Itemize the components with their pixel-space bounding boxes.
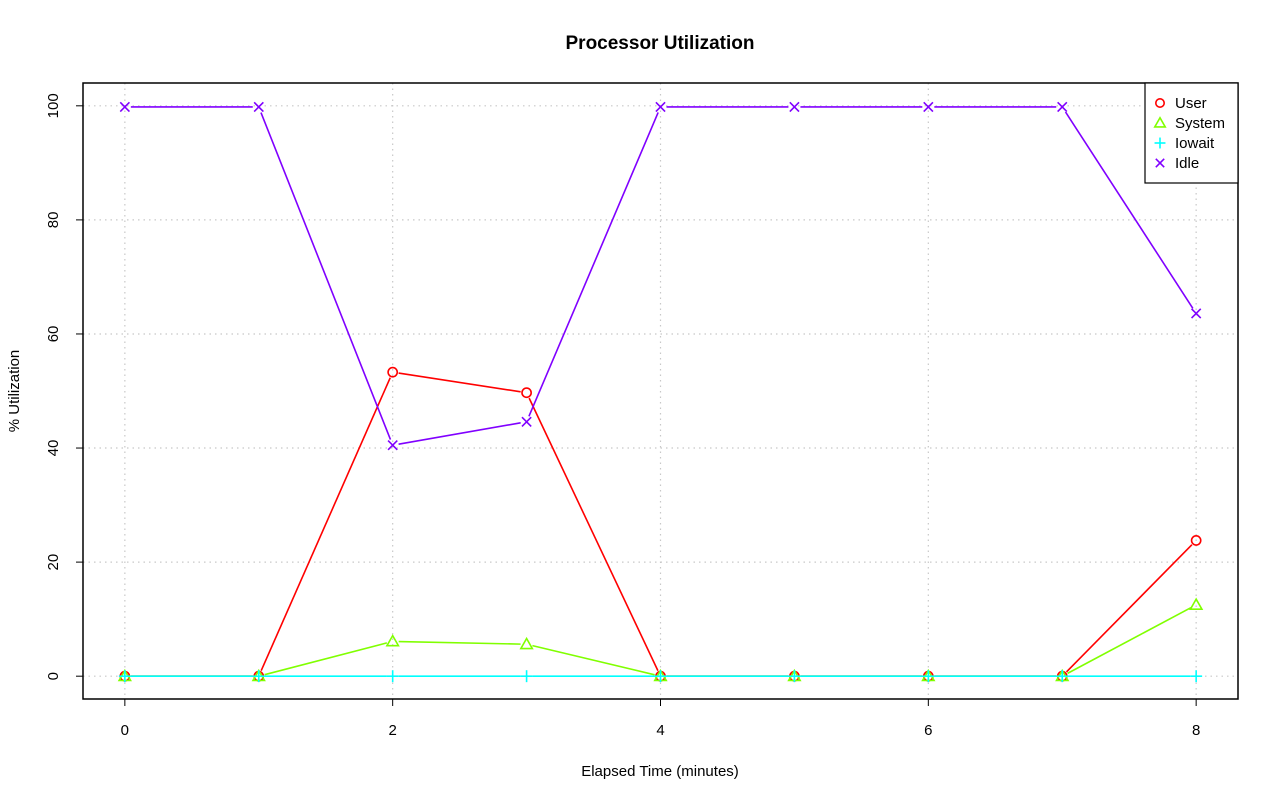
user-line-segment <box>260 377 391 672</box>
iowait-point <box>922 670 935 683</box>
x-tick-label: 6 <box>924 722 932 739</box>
iowait-point <box>788 670 801 683</box>
user-point <box>521 387 532 399</box>
legend-system-label: System <box>1175 115 1225 132</box>
idle-line-segment <box>398 422 521 445</box>
legend-user-symbol <box>1155 98 1166 109</box>
iowait-point <box>252 670 265 683</box>
idle-point <box>119 101 131 113</box>
idle-point <box>789 101 800 113</box>
y-axis: 0 20 40 60 80 100 <box>45 93 83 680</box>
y-axis-label: % Utilization <box>6 350 23 433</box>
chart-title: Processor Utilization <box>566 33 755 54</box>
legend-user-label: User <box>1175 95 1207 112</box>
idle-line-segment <box>528 112 659 417</box>
series-lines <box>130 106 1194 677</box>
user-line-segment <box>398 372 521 393</box>
idle-line-segment <box>260 112 392 440</box>
iowait-point <box>386 670 399 683</box>
idle-point <box>655 101 666 113</box>
iowait-point <box>1190 670 1203 683</box>
y-tick-label: 60 <box>45 326 62 343</box>
y-tick-label: 40 <box>45 440 62 457</box>
grid <box>83 83 1238 699</box>
legend-iowait-symbol <box>1154 137 1166 149</box>
user-line-segment <box>1065 544 1193 673</box>
y-tick-label: 100 <box>45 93 62 118</box>
idle-point <box>387 440 398 451</box>
idle-line-segment <box>1064 111 1194 309</box>
system-line-segment <box>264 642 388 676</box>
idle-point <box>923 101 934 113</box>
system-point <box>1189 597 1204 611</box>
x-tick-label: 8 <box>1192 722 1200 739</box>
iowait-point <box>520 670 533 683</box>
x-axis: 0 2 4 6 8 <box>121 699 1200 739</box>
system-line-segment <box>398 640 521 645</box>
system-point <box>385 634 400 647</box>
legend-idle-label: Idle <box>1175 155 1199 172</box>
x-tick-label: 4 <box>656 722 664 739</box>
x-axis-label: Elapsed Time (minutes) <box>581 763 739 780</box>
iowait-point <box>654 670 667 683</box>
legend-iowait-label: Iowait <box>1175 135 1215 152</box>
idle-point <box>1057 101 1068 113</box>
y-tick-label: 80 <box>45 212 62 229</box>
user-line-segment <box>528 397 659 672</box>
x-tick-label: 0 <box>121 722 129 739</box>
legend: User System Iowait Idle <box>1144 82 1239 184</box>
user-point <box>1190 535 1202 546</box>
legend-box <box>1144 82 1239 184</box>
iowait-point <box>1056 670 1069 683</box>
y-tick-label: 0 <box>45 672 62 680</box>
user-point <box>387 366 399 378</box>
data-points <box>117 101 1204 683</box>
idle-point <box>253 101 264 113</box>
y-tick-label: 20 <box>45 554 62 571</box>
system-line-segment <box>1067 607 1192 675</box>
system-point <box>519 636 534 650</box>
iowait-point <box>118 670 131 683</box>
idle-point <box>521 416 532 427</box>
system-line-segment <box>532 644 655 676</box>
idle-point <box>1190 308 1202 319</box>
legend-system-symbol <box>1153 116 1167 128</box>
legend-idle-symbol <box>1155 158 1165 168</box>
x-tick-label: 2 <box>389 722 397 739</box>
